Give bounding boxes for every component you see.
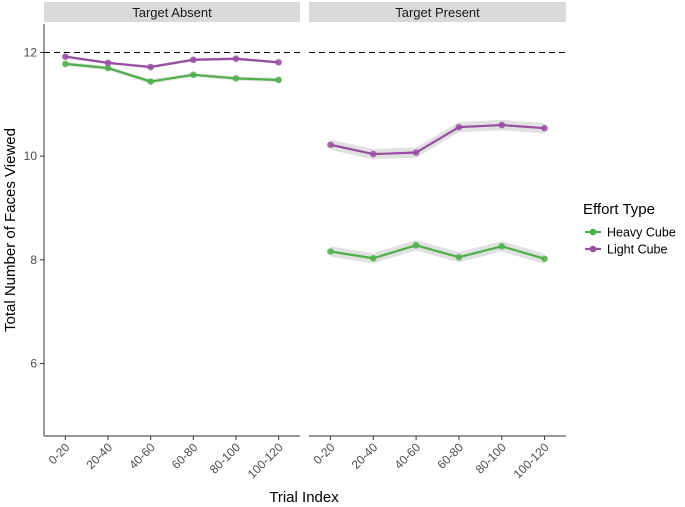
series-line-light-cube [65, 55, 279, 69]
point-light-cube-60-80 [190, 56, 197, 64]
point-light-cube-0-20 [62, 53, 69, 60]
x-tick-label-80-100: 80-100 [473, 440, 510, 477]
legend-item-light-cube: Light Cube [585, 243, 668, 257]
point-light-cube-100-120 [541, 124, 548, 132]
point-heavy-cube-100-120 [275, 76, 282, 84]
point-light-cube-60-80 [455, 123, 463, 131]
y-axis-title: Total Number of Faces Viewed [2, 128, 19, 332]
point-light-cube-40-60 [412, 149, 420, 156]
series-line-light-cube [330, 123, 545, 156]
point-light-cube-20-40 [104, 59, 112, 67]
x-tick-label-20-40: 20-40 [84, 440, 116, 472]
panel-title: Target Absent [132, 5, 212, 20]
point-heavy-cube-40-60 [412, 241, 420, 249]
point-heavy-cube-20-40 [369, 254, 377, 262]
legend-label: Heavy Cube [607, 226, 676, 240]
panel-target-present: Target Present 0-20 20-40 40-60 60-80 80-100 1… [309, 2, 566, 481]
x-tick-label-100-120: 100-120 [245, 440, 286, 481]
x-tick-label-20-40: 20-40 [349, 440, 381, 472]
point-light-cube-80-100 [232, 55, 240, 63]
point-light-cube-80-100 [498, 121, 506, 129]
point-heavy-cube-40-60 [147, 78, 154, 85]
point-light-cube-0-20 [327, 141, 334, 149]
band-heavy-cube [65, 61, 279, 84]
x-axis-title: Trial Index [269, 489, 339, 506]
panel-title: Target Present [395, 5, 480, 20]
x-tick-label-60-80: 60-80 [169, 440, 201, 472]
point-heavy-cube-60-80 [190, 71, 197, 79]
series-line-heavy-cube [330, 244, 545, 260]
series-line-heavy-cube [65, 62, 279, 83]
legend-key-point [589, 245, 597, 253]
point-light-cube-20-40 [369, 150, 377, 158]
x-tick-label-0-20: 0-20 [311, 440, 338, 467]
x-tick-label-60-80: 60-80 [434, 440, 466, 472]
point-heavy-cube-60-80 [455, 253, 463, 261]
y-tick-label-6: 6 [30, 356, 37, 370]
y-tick-label-12: 12 [24, 46, 38, 60]
panel-strip [309, 2, 566, 22]
legend-title: Effort Type [583, 201, 655, 218]
point-heavy-cube-20-40 [104, 64, 112, 72]
point-heavy-cube-0-20 [62, 60, 69, 68]
panel-strip [44, 2, 300, 22]
x-tick-label-40-60: 40-60 [126, 440, 158, 472]
y-axis: 6 8 10 12 [24, 46, 44, 370]
point-heavy-cube-80-100 [498, 243, 506, 250]
x-tick-label-0-20: 0-20 [46, 440, 73, 467]
x-tick-label-100-120: 100-120 [511, 440, 552, 481]
point-heavy-cube-80-100 [232, 75, 240, 82]
point-heavy-cube-100-120 [541, 255, 548, 263]
x-tick-label-40-60: 40-60 [392, 440, 424, 472]
panel-target-absent: Target Absent 0-20 20-40 40-60 60-80 80-100 10… [43, 2, 300, 481]
y-tick-label-10: 10 [24, 149, 38, 163]
y-tick-label-8: 8 [30, 253, 37, 267]
point-heavy-cube-0-20 [327, 248, 334, 255]
x-tick-label-80-100: 80-100 [207, 440, 244, 477]
legend: Effort Type Heavy Cube Light Cube [583, 201, 676, 257]
point-light-cube-100-120 [275, 59, 282, 66]
legend-key-point [589, 228, 597, 236]
legend-item-heavy-cube: Heavy Cube [585, 226, 676, 240]
legend-label: Light Cube [607, 243, 668, 257]
point-light-cube-40-60 [147, 63, 154, 71]
